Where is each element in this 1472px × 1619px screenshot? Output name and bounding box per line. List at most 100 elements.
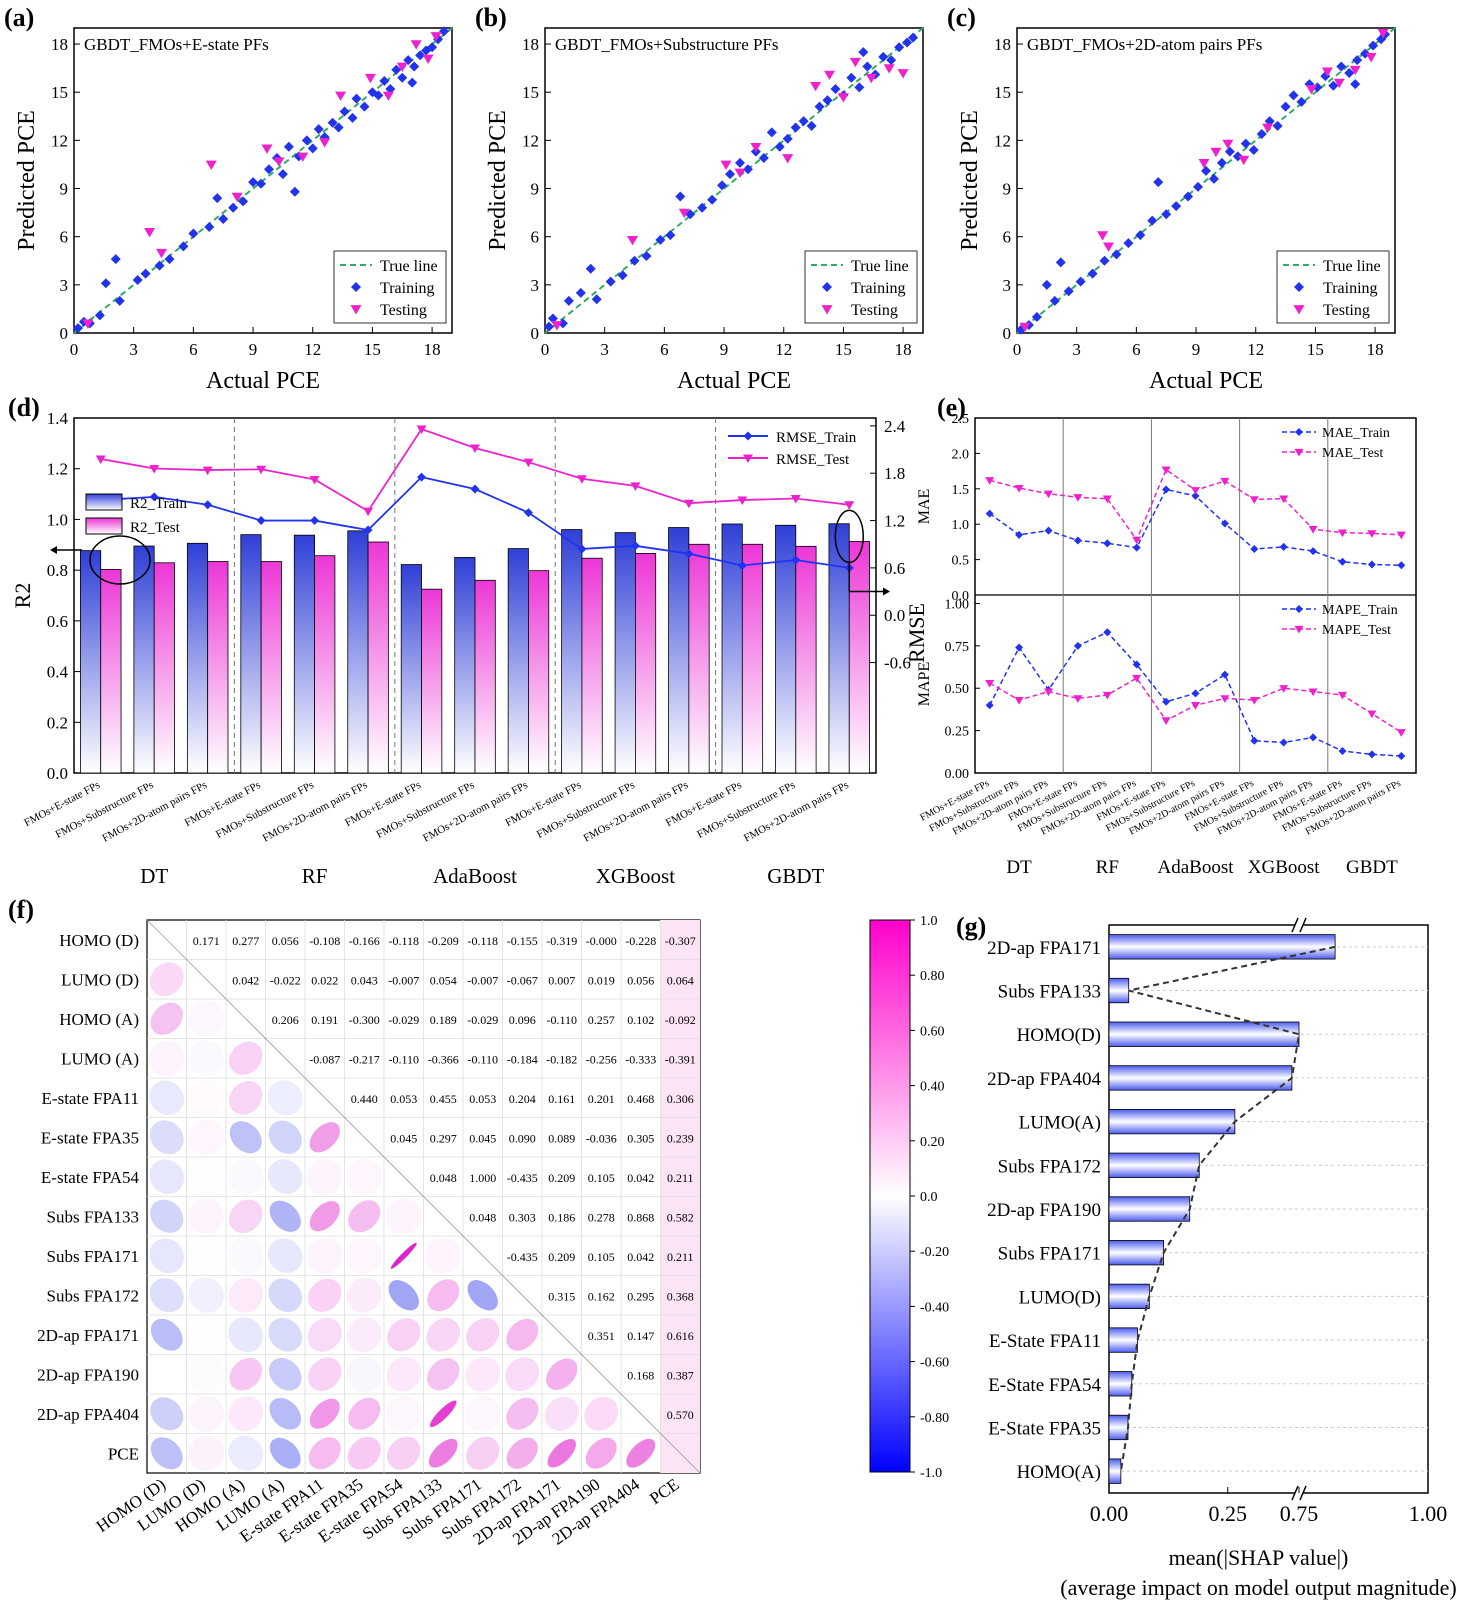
shap-bar [1108,1196,1191,1222]
correlation-ellipse [309,1398,340,1429]
shap-bar [1108,1327,1138,1353]
correlation-value: 0.204 [509,1092,536,1106]
correlation-ellipse [348,1200,381,1233]
testing-point [1262,123,1274,134]
legend-r2-test-swatch [85,517,123,535]
legend-testing-marker [821,305,833,315]
legend-label: MAPE_Train [1322,603,1398,618]
MAPE_Test-point [1014,696,1024,705]
training-point [100,278,111,289]
y-tick-label: 1.4 [47,409,69,428]
MAE_Test-point [985,477,995,485]
MAE_Train-line [989,488,1402,567]
correlation-ellipse [465,1356,501,1392]
r2-train-bar [80,550,102,774]
correlation-value: 0.351 [588,1329,615,1343]
diagonal-line [146,919,701,1474]
y-tick-label: 0 [60,324,69,343]
correlation-ellipse [346,1317,382,1353]
legend-testing-marker [1293,305,1305,315]
rmse-test-point [256,465,267,475]
training-point [178,241,189,252]
shap-bar [1108,1021,1300,1047]
x-tick-label: 0.25 [1209,1501,1248,1526]
shap-bar [1108,1152,1200,1178]
MAE_Test-point [1220,477,1230,486]
annotation-arrowhead [50,546,57,554]
legend-label: MAE_Train [1322,426,1390,441]
panel-label: (d) [8,393,40,422]
x-tick-label: 0 [541,340,550,359]
MAPE_Test-point [1191,702,1200,710]
y-tick-label: 15 [522,83,539,102]
correlation-ellipse [188,1316,225,1353]
y-tick-label: 0.8 [47,561,68,580]
correlation-ellipse [428,1438,458,1468]
panel-b-scatter: (b) GBDT_FMOs+Substructure PFs 0 3 6 9 12 15 18 0… [475,3,924,394]
correlation-ellipse [188,1158,225,1195]
correlation-value: -0.118 [467,934,498,948]
testing-point [1210,147,1222,158]
correlation-ellipse [228,1435,264,1471]
correlation-ellipse [309,1122,340,1153]
correlation-ellipse [229,1041,263,1075]
correlation-ellipse [429,1400,457,1428]
correlation-value: -0.435 [507,1250,538,1264]
training-point [605,276,616,287]
training-point [1087,268,1098,279]
correlation-value: 0.105 [588,1171,615,1185]
training-point [1041,279,1052,290]
training-point [830,84,841,94]
correlation-ellipse [267,1159,303,1195]
y2-tick-label: 2.4 [884,417,906,436]
training-point [238,196,249,207]
correlation-value: 0.162 [588,1289,615,1303]
correlation-value: -0.300 [349,1013,380,1027]
training-point [1055,257,1066,268]
correlation-ellipse [386,1356,422,1392]
training-point [575,287,586,298]
training-point [585,263,596,274]
MAE_Train-point [1309,547,1318,556]
training-point [1328,80,1339,91]
legend-rmse-test-marker [743,454,753,463]
training-point [1031,311,1042,322]
y-tick-label: 0.6 [47,612,68,631]
training-point [1075,276,1086,287]
training-point [1240,138,1251,149]
training-point [1015,324,1026,335]
MAPE_Train-point [1132,660,1141,669]
legend-label: RMSE_Train [776,430,857,446]
training-point [1264,116,1275,127]
x-axis-label: Actual PCE [206,368,320,394]
y-tick-label: 0.00 [945,767,970,782]
legend-label: MAE_Test [1322,446,1383,461]
training-point [228,202,239,213]
correlation-ellipse [427,1358,460,1391]
group-label: XGBoost [596,864,676,888]
correlation-value: 0.054 [430,973,457,987]
training-point [758,153,769,164]
correlation-ellipse [150,1318,183,1351]
r2-train-bar [293,534,315,774]
MAPE_Test-point [1044,688,1053,697]
y-tick-label: 6 [531,228,540,247]
group-label: DT [1006,857,1032,878]
plot-title: GBDT_FMOs+Substructure PFs [555,35,779,54]
correlation-ellipse [346,1158,383,1195]
correlation-value: 0.042 [232,973,259,987]
colorbar-tick-label: -0.60 [920,1356,949,1371]
correlation-value: 0.022 [311,973,338,987]
correlation-ellipse [466,1318,500,1352]
MAE_Test-point [1073,494,1083,502]
correlation-ellipse [348,1397,381,1430]
testing-point [396,62,408,73]
feature-label: E-State FPA35 [988,1418,1101,1439]
correlation-value: 0.089 [548,1131,575,1145]
correlation-ellipse [149,1278,184,1313]
feature-label: Subs FPA171 [998,1244,1101,1265]
correlation-value: 0.257 [588,1013,615,1027]
training-point [563,295,574,306]
correlation-ellipse [227,1237,264,1274]
panel-label: (g) [956,912,986,941]
